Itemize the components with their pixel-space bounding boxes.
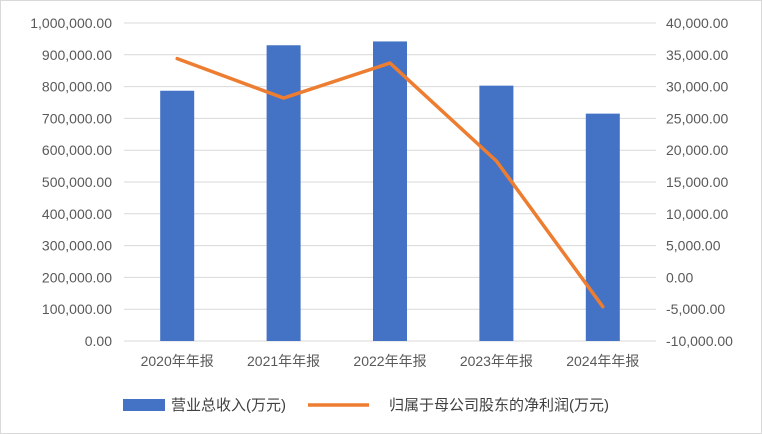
legend: 营业总收入(万元) 归属于母公司股东的净利润(万元): [123, 397, 609, 414]
legend-label-revenue: 营业总收入(万元): [171, 397, 286, 414]
line-point: [283, 97, 285, 99]
line-point: [602, 306, 604, 308]
x-axis-tick-label: 2024年年报: [566, 353, 639, 369]
bar: [160, 90, 195, 341]
right-axis-tick-label: 35,000.00: [666, 47, 728, 63]
line-series: [175, 56, 605, 309]
line-point: [389, 62, 391, 64]
right-axis-tick-label: -5,000.00: [666, 301, 725, 317]
right-axis-tick-labels: -10,000.00 -5,000.00 0.00 5,000.00 10,000.00…: [666, 15, 733, 349]
x-axis-tick-label: 2021年年报: [247, 353, 320, 369]
left-axis-tick-label: 0.00: [85, 333, 112, 349]
bar: [585, 113, 620, 341]
right-axis-tick-label: 20,000.00: [666, 142, 728, 158]
left-axis-tick-label: 1,000,000.00: [30, 15, 112, 31]
bar: [373, 41, 407, 341]
legend-swatch-bar: [123, 399, 165, 411]
right-axis-tick-label: 0.00: [666, 269, 693, 285]
left-axis-tick-label: 500,000.00: [42, 174, 112, 190]
bar-series: [160, 41, 620, 341]
left-axis-tick-label: 800,000.00: [42, 79, 112, 95]
right-axis-tick-label: 15,000.00: [666, 174, 728, 190]
x-axis-tick-labels: 2020年年报 2021年年报 2022年年报 2023年年报 2024年年报: [141, 353, 640, 369]
right-axis-tick-label: 10,000.00: [666, 206, 728, 222]
left-axis-tick-labels: 0.00 100,000.00 200,000.00 300,000.00 400,00…: [30, 15, 112, 349]
x-axis-tick-label: 2022年年报: [353, 353, 426, 369]
right-axis-tick-label: 25,000.00: [666, 110, 728, 126]
bar: [266, 45, 301, 341]
left-axis-tick-label: 300,000.00: [42, 238, 112, 254]
x-axis-tick-label: 2020年年报: [141, 353, 214, 369]
left-axis-tick-label: 900,000.00: [42, 47, 112, 63]
line-point: [495, 160, 497, 162]
x-axis-tick-label: 2023年年报: [460, 353, 533, 369]
legend-label-net-profit: 归属于母公司股东的净利润(万元): [389, 397, 609, 414]
left-axis-tick-label: 700,000.00: [42, 110, 112, 126]
left-axis-tick-label: 400,000.00: [42, 206, 112, 222]
line-point: [176, 58, 178, 60]
left-axis-tick-label: 100,000.00: [42, 301, 112, 317]
left-axis-tick-label: 200,000.00: [42, 269, 112, 285]
right-axis-tick-label: 5,000.00: [666, 238, 721, 254]
left-axis-tick-label: 600,000.00: [42, 142, 112, 158]
bar: [479, 85, 514, 341]
right-axis-tick-label: -10,000.00: [666, 333, 733, 349]
right-axis-tick-label: 30,000.00: [666, 79, 728, 95]
right-axis-tick-label: 40,000.00: [666, 15, 728, 31]
